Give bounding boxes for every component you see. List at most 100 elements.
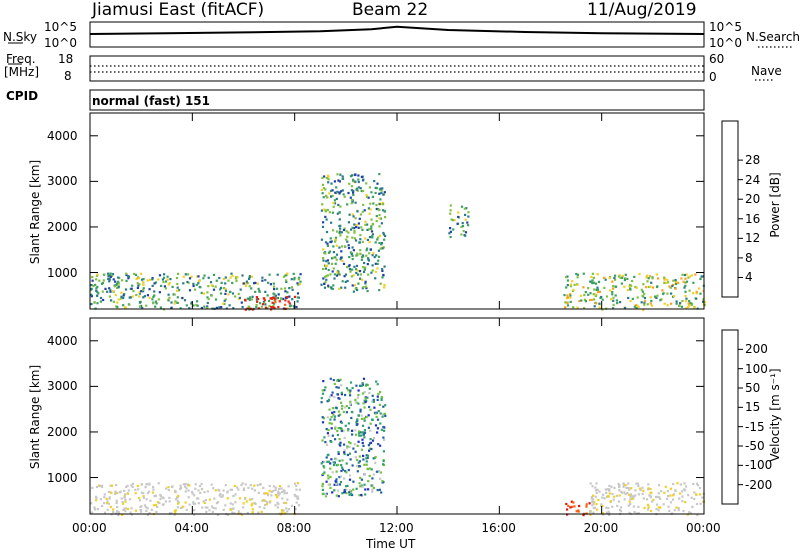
scatter-cell	[662, 503, 665, 506]
scatter-cell	[288, 287, 291, 290]
scatter-cell	[361, 431, 364, 434]
scatter-cell	[685, 273, 688, 276]
scatter-cell	[380, 242, 384, 245]
scatter-cell	[354, 429, 357, 432]
scatter-cell	[343, 195, 346, 198]
scatter-cell	[130, 507, 133, 510]
scatter-cell	[668, 509, 671, 513]
scatter-cell	[270, 494, 273, 497]
scatter-cell	[203, 501, 206, 504]
scatter-cell	[461, 222, 464, 225]
x-tick-label: 00:00	[72, 521, 107, 535]
scatter-cell	[125, 485, 128, 489]
scatter-cell	[325, 194, 328, 197]
scatter-cell	[168, 500, 171, 503]
scatter-cell	[339, 475, 342, 478]
scatter-cell	[360, 384, 363, 387]
scatter-cell	[284, 290, 287, 293]
scatter-cell	[276, 501, 279, 504]
scatter-cell	[220, 306, 223, 309]
scatter-cell	[589, 513, 592, 516]
scatter-cell	[339, 173, 342, 176]
scatter-cell	[381, 187, 384, 190]
scatter-cell	[363, 419, 366, 422]
scatter-cell	[589, 292, 592, 295]
scatter-cell	[322, 187, 326, 190]
scatter-cell	[340, 286, 343, 289]
scatter-cell	[677, 509, 680, 512]
scatter-cell	[673, 295, 676, 298]
scatter-cell	[142, 296, 145, 299]
scatter-cell	[332, 205, 335, 208]
scatter-cell	[278, 487, 281, 490]
scatter-cell	[231, 503, 234, 506]
scatter-cell	[348, 474, 352, 477]
scatter-cell	[284, 287, 287, 290]
scatter-cell	[360, 414, 363, 417]
scatter-cell	[332, 413, 335, 416]
scatter-cell	[323, 436, 326, 439]
scatter-cell	[124, 288, 128, 291]
scatter-cell	[226, 491, 229, 494]
scatter-cell	[226, 497, 229, 500]
scatter-cell	[190, 301, 193, 304]
scatter-cell	[220, 495, 223, 498]
scatter-cell	[341, 466, 344, 469]
scatter-cell	[591, 485, 594, 488]
scatter-cell	[345, 405, 348, 408]
scatter-cell	[332, 284, 335, 287]
scatter-cell	[109, 290, 112, 293]
scatter-cell	[138, 283, 141, 286]
scatter-cell	[140, 505, 143, 508]
scatter-cell	[371, 485, 374, 488]
scatter-cell	[571, 505, 574, 508]
scatter-cell	[168, 282, 171, 285]
scatter-cell	[350, 416, 353, 420]
scatter-cell	[624, 277, 627, 280]
scatter-cell	[240, 483, 243, 487]
scatter-cell	[327, 174, 330, 177]
scatter-cell	[332, 461, 335, 464]
scatter-cell	[598, 302, 601, 305]
scatter-cell	[331, 471, 334, 474]
scatter-cell	[328, 395, 331, 398]
scatter-cell	[321, 493, 324, 496]
scatter-cell	[366, 396, 369, 399]
scatter-cell	[103, 496, 106, 499]
scatter-cell	[373, 436, 376, 440]
scatter-cell	[165, 280, 168, 283]
scatter-cell	[217, 488, 220, 491]
scatter-cell	[196, 275, 199, 278]
scatter-cell	[278, 492, 281, 495]
scatter-cell	[273, 306, 276, 309]
scatter-cell	[632, 495, 636, 498]
scatter-cell	[699, 292, 702, 295]
scatter-cell	[643, 297, 647, 300]
scatter-cell	[340, 391, 343, 394]
scatter-cell	[335, 406, 338, 409]
scatter-cell	[124, 500, 127, 503]
scatter-cell	[192, 284, 195, 288]
scatter-cell	[646, 280, 649, 283]
colorbar-tick-label: 12	[745, 231, 761, 246]
scatter-cell	[576, 273, 579, 276]
scatter-cell	[287, 508, 290, 511]
scatter-cell	[349, 400, 352, 403]
scatter-cell	[566, 304, 570, 307]
scatter-cell	[348, 256, 351, 259]
scatter-cell	[350, 492, 353, 495]
scatter-cell	[352, 447, 355, 450]
scatter-cell	[379, 412, 382, 415]
scatter-cell	[457, 215, 460, 219]
scatter-cell	[138, 499, 142, 502]
scatter-cell	[681, 273, 684, 276]
scatter-cell	[597, 498, 600, 502]
scatter-cell	[612, 299, 615, 302]
scatter-cell	[264, 492, 267, 495]
scatter-cell	[258, 302, 262, 305]
nsky-line	[89, 25, 705, 35]
scatter-cell	[95, 485, 99, 488]
scatter-cell	[647, 488, 650, 491]
scatter-cell	[572, 501, 575, 504]
